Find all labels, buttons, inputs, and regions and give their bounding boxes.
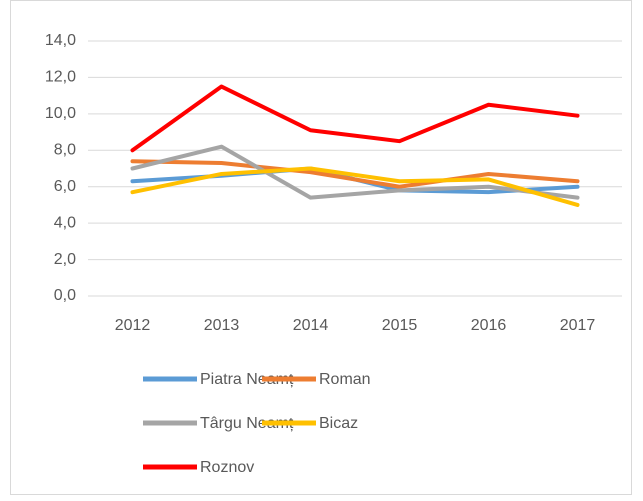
legend-label: Bicaz: [319, 415, 358, 432]
series-line: [130, 144, 580, 200]
y-tick-label: 2,0: [54, 251, 76, 268]
x-tick-label: 2013: [204, 317, 240, 334]
x-tick-label: 2016: [471, 317, 507, 334]
legend-label: Roman: [319, 371, 371, 388]
series-line: [130, 159, 580, 189]
x-tick-label: 2012: [115, 317, 151, 334]
series-line: [130, 84, 580, 153]
x-tick-label: 2014: [293, 317, 329, 334]
y-tick-label: 10,0: [45, 105, 76, 122]
x-tick-label: 2017: [560, 317, 596, 334]
legend-label: Târgu Neamț: [200, 415, 294, 432]
y-tick-label: 14,0: [45, 32, 76, 49]
y-tick-label: 8,0: [54, 142, 76, 159]
y-tick-label: 12,0: [45, 69, 76, 86]
x-tick-label: 2015: [382, 317, 418, 334]
y-tick-label: 4,0: [54, 214, 76, 231]
y-tick-label: 6,0: [54, 178, 76, 195]
series-line: [130, 166, 580, 207]
y-tick-label: 0,0: [54, 287, 76, 304]
chart-border: [10, 0, 632, 495]
legend-label: Piatra Neamț: [200, 371, 294, 388]
legend-label: Roznov: [200, 459, 254, 476]
